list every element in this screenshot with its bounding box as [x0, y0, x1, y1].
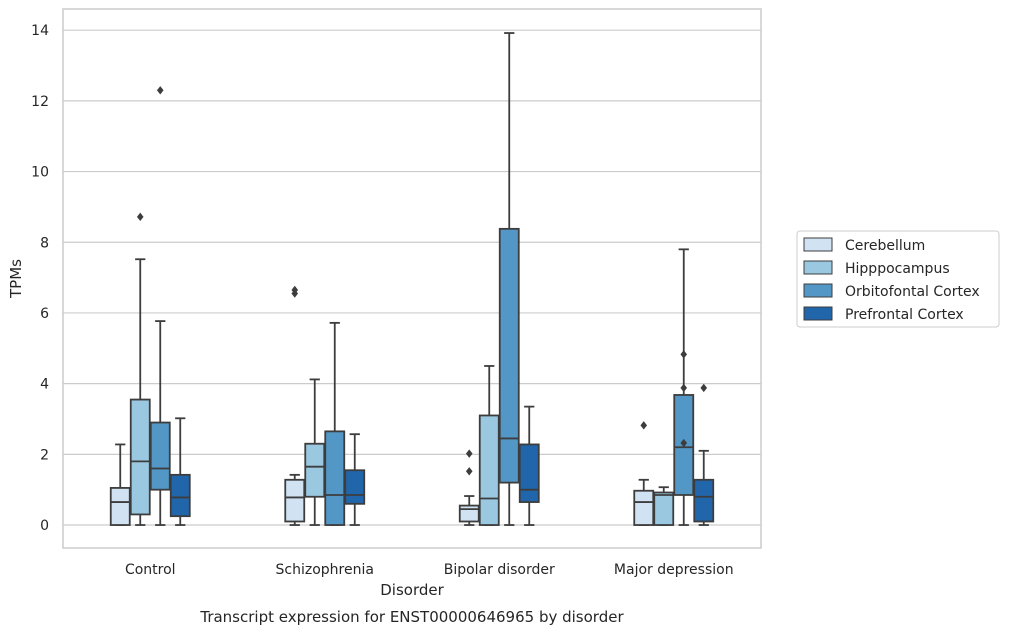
- x-tick-label: Control: [125, 562, 176, 578]
- legend-label: Hipppocampus: [845, 261, 950, 277]
- y-axis-title: TPMs: [7, 259, 25, 299]
- box-hipppocampus: [304, 378, 326, 526]
- box-prefrontal-cortex: [693, 383, 715, 526]
- x-tick-label: Major depression: [614, 562, 734, 578]
- y-tick-label: 4: [40, 377, 49, 393]
- y-tick-label: 14: [31, 23, 49, 39]
- box-body: [498, 227, 520, 484]
- box-hipppocampus: [129, 212, 151, 526]
- y-tick-label: 0: [40, 518, 49, 534]
- box-body: [693, 478, 715, 523]
- legend-label: Orbitofontal Cortex: [845, 284, 980, 300]
- box-body: [169, 473, 191, 518]
- x-tick-label: Schizophrenia: [276, 562, 374, 578]
- box-hipppocampus: [653, 486, 675, 526]
- box-prefrontal-cortex: [344, 433, 366, 526]
- box-body: [518, 443, 540, 503]
- legend-swatch: [803, 237, 833, 252]
- figure-caption: Transcript expression for ENST0000064696…: [199, 608, 624, 626]
- box-body: [653, 491, 675, 526]
- legend-label: Cerebellum: [845, 238, 925, 254]
- box-prefrontal-cortex: [169, 417, 191, 526]
- box-body: [324, 430, 346, 526]
- grid-lines: [63, 29, 761, 526]
- outlier-point: [680, 350, 688, 359]
- box-body: [633, 489, 655, 526]
- box-cerebellum: [458, 449, 480, 526]
- outlier-point: [156, 86, 164, 95]
- box-orbitofontal-cortex: [149, 86, 171, 526]
- box-body: [129, 398, 151, 516]
- x-tick-labels: Control Schizophrenia Bipolar disorder Majo…: [125, 562, 734, 578]
- outlier-point: [680, 383, 688, 393]
- box-orbitofontal-cortex: [673, 248, 695, 526]
- box-body: [284, 478, 306, 523]
- box-cerebellum: [284, 285, 306, 526]
- legend: Cerebellum Hipppocampus Orbitofontal Corte…: [796, 230, 1000, 328]
- y-tick-labels: 0 2 4 6 8 10 12 14: [31, 23, 49, 534]
- box-cerebellum: [633, 421, 655, 526]
- box-orbitofontal-cortex: [498, 32, 520, 526]
- y-tick-label: 10: [31, 165, 49, 181]
- y-tick-label: 12: [31, 94, 49, 110]
- x-tick-label: Bipolar disorder: [444, 562, 555, 578]
- box-body: [478, 414, 500, 526]
- legend-frame: [796, 230, 1000, 328]
- box-cerebellum: [109, 443, 131, 526]
- box-body: [304, 442, 326, 498]
- box-body: [109, 487, 131, 526]
- legend-swatch: [803, 260, 833, 275]
- box-body: [149, 421, 171, 491]
- outlier-point: [680, 438, 688, 448]
- legend-swatch: [803, 283, 833, 298]
- outlier-point: [291, 285, 299, 295]
- box-body: [344, 469, 366, 505]
- box-layer: [109, 32, 715, 526]
- outlier-point: [136, 212, 144, 222]
- outlier-point: [700, 383, 708, 393]
- outlier-point: [465, 467, 473, 476]
- y-tick-label: 2: [40, 447, 49, 463]
- y-tick-label: 8: [40, 235, 49, 251]
- box-orbitofontal-cortex: [324, 321, 346, 526]
- plot-frame: [62, 8, 762, 549]
- x-axis-title: Disorder: [380, 581, 444, 599]
- outlier-point: [640, 421, 648, 430]
- box-body: [458, 504, 480, 523]
- outlier-point: [465, 449, 473, 458]
- legend-swatch: [803, 306, 833, 321]
- y-tick-label: 6: [40, 306, 49, 322]
- box-prefrontal-cortex: [518, 405, 540, 526]
- box-hipppocampus: [478, 365, 500, 526]
- legend-label: Prefrontal Cortex: [845, 307, 964, 323]
